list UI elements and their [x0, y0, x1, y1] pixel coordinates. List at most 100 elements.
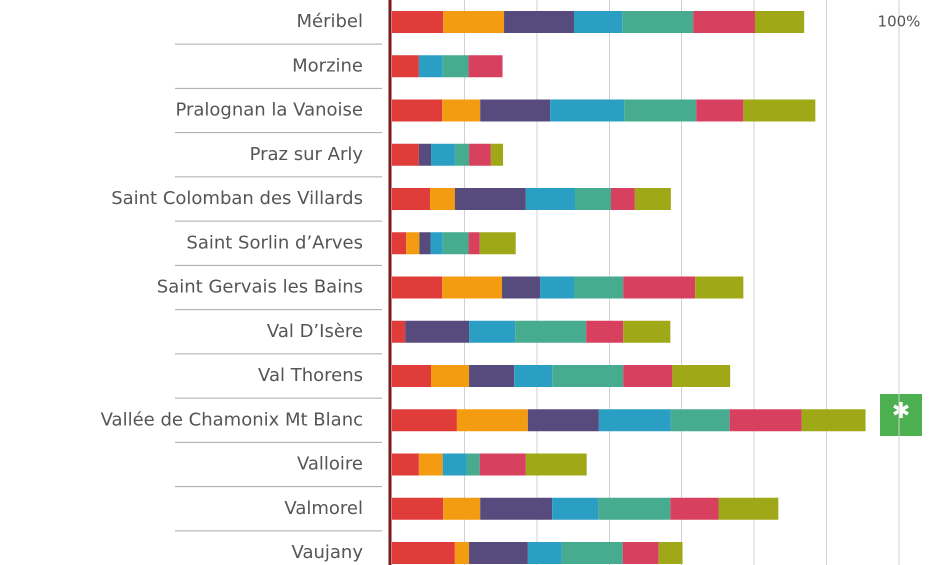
bar-segment — [574, 276, 624, 299]
bar-segment — [598, 497, 671, 520]
bar-segment — [469, 320, 516, 343]
bar-segment — [442, 276, 503, 299]
bar-segment — [431, 143, 455, 166]
bar-segment — [392, 143, 419, 166]
bar-segment — [525, 188, 576, 210]
y-tick-label: Morzine — [292, 55, 363, 76]
bar-segment — [586, 320, 624, 343]
bar-segment — [490, 143, 504, 166]
bar-segment — [622, 11, 694, 33]
bar-segment — [469, 542, 528, 564]
bar-segment — [392, 232, 407, 255]
bar-segment — [392, 409, 457, 432]
bar-segment — [468, 55, 503, 78]
bar-segment — [392, 542, 455, 564]
bar-segment — [392, 276, 443, 299]
bar-segment — [466, 453, 480, 476]
bar-segment — [479, 232, 516, 255]
bar-segment — [718, 497, 779, 520]
y-tick-label: Saint Colomban des Villards — [111, 188, 363, 209]
bar-segment — [729, 409, 802, 432]
bar-segment — [755, 11, 805, 33]
bar-segment — [672, 365, 731, 387]
bar-segment — [468, 232, 480, 255]
bar-segment — [442, 232, 469, 255]
bar-segment — [658, 542, 683, 564]
bar-segment — [598, 409, 671, 432]
bar-segment — [622, 542, 659, 564]
bar-segment — [514, 365, 553, 387]
bar-segment — [670, 497, 719, 520]
bar-segment — [418, 55, 443, 78]
y-tick-label: Val D’Isère — [267, 321, 363, 342]
bar-segment — [550, 99, 625, 122]
y-tick-label: Pralognan la Vanoise — [175, 100, 363, 121]
bar-segment — [454, 542, 470, 564]
y-tick-label: Saint Gervais les Bains — [157, 277, 363, 298]
bar-segment — [392, 99, 443, 122]
bar-segment — [574, 11, 623, 33]
bar-segment — [392, 11, 444, 33]
bar-segment — [430, 232, 443, 255]
bar-segment — [695, 276, 744, 299]
bar-segment — [442, 453, 467, 476]
bar-segment — [696, 99, 744, 122]
bar-segment — [623, 320, 671, 343]
bar-segment — [392, 320, 406, 343]
logo: ✱ — [880, 394, 922, 436]
y-tick-label: Praz sur Arly — [250, 144, 364, 165]
bar-segment — [442, 99, 481, 122]
bar-segment — [431, 365, 470, 387]
bar-segment — [502, 276, 541, 299]
bar-segment — [469, 143, 491, 166]
bar-segment — [552, 497, 599, 520]
x-tick-label: 100% — [878, 13, 921, 31]
svg-text:✱: ✱ — [892, 399, 910, 424]
bar-segment — [623, 365, 673, 387]
bar-segment — [418, 143, 432, 166]
bar-segment — [561, 542, 623, 564]
bar-segment — [454, 188, 526, 210]
bar-segment — [540, 276, 575, 299]
bar-segment — [392, 453, 419, 476]
bar-segment — [480, 497, 553, 520]
bar-segment — [480, 99, 551, 122]
bar-segment — [442, 55, 469, 78]
bar-segment — [525, 453, 587, 476]
y-tick-label: Val Thorens — [258, 365, 363, 386]
bar-segment — [515, 320, 587, 343]
y-tick-label: Vaujany — [292, 542, 364, 563]
y-tick-label: Valloire — [297, 454, 363, 475]
bar-segment — [443, 497, 481, 520]
bar-segment — [443, 11, 505, 33]
y-tick-label: Valmorel — [284, 498, 363, 519]
bar-segment — [527, 409, 599, 432]
y-tick-label: Saint Sorlin d’Arves — [186, 232, 363, 253]
bar-segment — [392, 188, 431, 210]
bar-segment — [406, 232, 420, 255]
bar-segment — [634, 188, 671, 210]
bar-segment — [623, 276, 696, 299]
bar-segment — [479, 453, 526, 476]
bar-segment — [743, 99, 816, 122]
bar-segment — [430, 188, 455, 210]
bar-segment — [575, 188, 612, 210]
bar-segment — [504, 11, 575, 33]
bar-segment — [552, 365, 624, 387]
bar-segment — [454, 143, 470, 166]
y-tick-label: Vallée de Chamonix Mt Blanc — [101, 409, 363, 430]
bar-segment — [392, 55, 419, 78]
bar-segment — [456, 409, 528, 432]
bar-segment — [801, 409, 866, 432]
bar-segment — [527, 542, 562, 564]
bar-segment — [670, 409, 730, 432]
bar-segment — [624, 99, 697, 122]
y-tick-label: Méribel — [296, 11, 363, 32]
bar-segment — [693, 11, 756, 33]
bar-segment — [392, 365, 432, 387]
bar-segment — [419, 232, 431, 255]
bar-segment — [418, 453, 443, 476]
bar-segment — [611, 188, 635, 210]
bar-segment — [405, 320, 470, 343]
